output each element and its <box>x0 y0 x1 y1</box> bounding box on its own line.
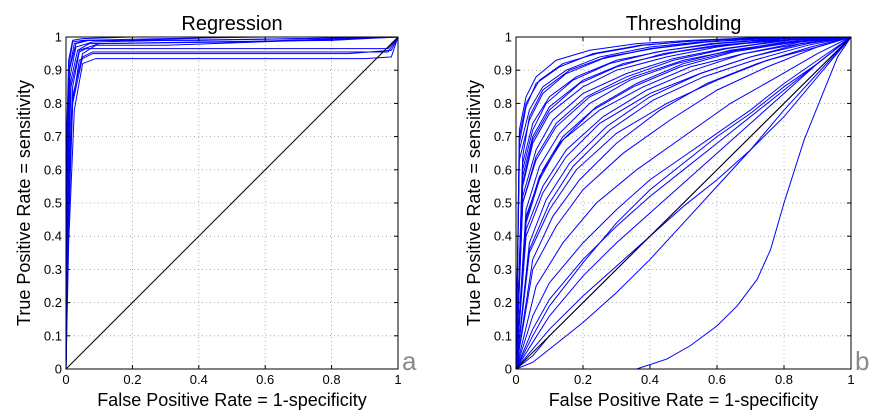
roc-curve <box>65 36 399 370</box>
x-tick-label: 0.8 <box>775 372 793 387</box>
roc-curve <box>515 36 852 370</box>
y-tick-label: 0.1 <box>494 328 512 343</box>
y-tick-label: 0.4 <box>44 229 62 244</box>
roc-curve <box>515 36 852 370</box>
y-tick-label: 0.6 <box>44 162 62 177</box>
regression-roc-panel: 0 0.2 0.4 0.6 0.8 1 0 0.1 0.2 0.3 0.4 0.5 0.6 0.7 0.8 0… <box>14 13 417 410</box>
panel-letter: b <box>855 346 869 376</box>
x-axis-label: False Positive Rate = 1-specificity <box>549 390 819 410</box>
y-tick-label: 0.3 <box>44 262 62 277</box>
y-tick-label: 0.2 <box>44 295 62 310</box>
y-tick-label: 0.6 <box>494 162 512 177</box>
x-tick-label: 0.4 <box>641 372 659 387</box>
y-tick-label: 0.9 <box>494 63 512 78</box>
x-tick-label: 0.4 <box>190 372 208 387</box>
y-tick-label: 1 <box>505 30 512 45</box>
roc-curve <box>515 36 852 370</box>
y-tick-label: 0.8 <box>44 96 62 111</box>
x-tick-label: 0 <box>62 372 69 387</box>
roc-curve <box>515 36 852 370</box>
y-tick-label: 0.7 <box>494 129 512 144</box>
x-tick-label: 1 <box>847 372 854 387</box>
roc-curve <box>515 36 852 370</box>
roc-curve <box>515 36 852 370</box>
x-tick-label: 0.8 <box>323 372 341 387</box>
roc-curve <box>515 36 852 370</box>
roc-curve <box>65 36 399 370</box>
roc-curve <box>515 36 852 370</box>
roc-curve <box>515 36 852 370</box>
y-tick-label: 0.5 <box>494 196 512 211</box>
roc-curve <box>515 36 852 370</box>
y-tick-label: 0.5 <box>44 196 62 211</box>
roc-curve <box>515 36 852 370</box>
y-tick-label: 0.1 <box>44 328 62 343</box>
y-tick-label: 0.8 <box>494 96 512 111</box>
chart-title: Regression <box>181 13 282 35</box>
y-tick-label: 0 <box>55 362 62 377</box>
y-axis-label: True Positive Rate = sensitivity <box>464 80 484 326</box>
roc-curve <box>515 36 852 370</box>
roc-curve <box>516 36 852 370</box>
y-tick-label: 0.3 <box>494 262 512 277</box>
thresholding-roc-panel: 0 0.2 0.4 0.6 0.8 1 0 0.1 0.2 0.3 0.4 0.5 0.6 0.7 0.8 0… <box>464 13 869 410</box>
y-tick-label: 1 <box>55 30 62 45</box>
roc-curve <box>515 36 852 370</box>
chance-diagonal-line <box>65 36 399 370</box>
x-tick-label: 0 <box>512 372 519 387</box>
y-tick-label: 0.4 <box>494 229 512 244</box>
roc-curve <box>515 36 852 370</box>
y-tick-label: 0.7 <box>44 129 62 144</box>
x-tick-label: 0.2 <box>574 372 592 387</box>
roc-curve <box>515 36 852 370</box>
chance-diagonal-line <box>515 36 852 370</box>
x-axis-label: False Positive Rate = 1-specificity <box>97 390 367 410</box>
roc-curve <box>515 36 852 370</box>
y-tick-label: 0.2 <box>494 295 512 310</box>
y-tick-label: 0.9 <box>44 63 62 78</box>
roc-curve <box>515 36 852 370</box>
x-tick-label: 0.2 <box>123 372 141 387</box>
x-tick-label: 1 <box>394 372 401 387</box>
roc-curve <box>515 36 852 370</box>
roc-curve <box>515 36 852 370</box>
y-axis-label: True Positive Rate = sensitivity <box>14 80 34 326</box>
panel-letter: a <box>402 346 417 376</box>
roc-curve <box>515 36 852 370</box>
roc-curve <box>515 36 852 370</box>
roc-curve <box>515 36 852 370</box>
x-tick-label: 0.6 <box>708 372 726 387</box>
y-tick-label: 0 <box>505 362 512 377</box>
x-tick-label: 0.6 <box>256 372 274 387</box>
chart-title: Thresholding <box>626 13 742 35</box>
roc-curve <box>515 36 852 370</box>
